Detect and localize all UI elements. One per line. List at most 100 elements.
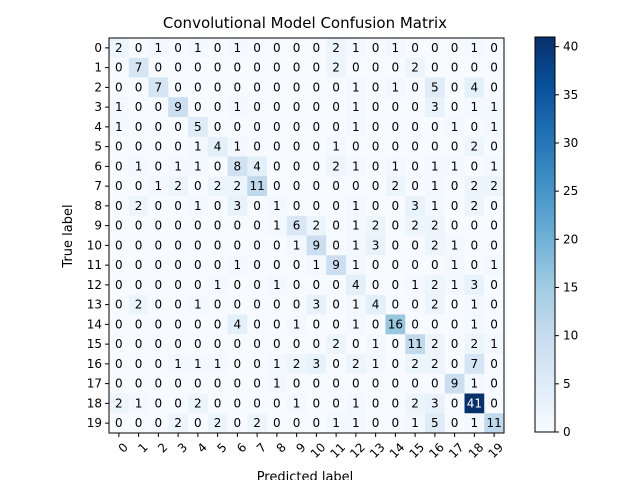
- cell-value-label: 0: [332, 317, 340, 331]
- cell-value-label: 0: [135, 416, 143, 430]
- heatmap-cell: [346, 294, 367, 315]
- cell-value-label: 0: [115, 80, 123, 94]
- heatmap-cell: [484, 117, 505, 138]
- cell-value-label: 0: [431, 317, 439, 331]
- heatmap-cell: [425, 196, 446, 217]
- heatmap-cell: [227, 235, 248, 256]
- heatmap-cell: [405, 136, 426, 157]
- heatmap-cell: [365, 235, 386, 256]
- heatmap-cell: [168, 136, 189, 157]
- heatmap-cell: [207, 255, 228, 276]
- heatmap-cell: [405, 77, 426, 98]
- heatmap-cell: [168, 196, 189, 217]
- heatmap-cell: [365, 117, 386, 138]
- cell-value-label: 0: [273, 179, 281, 193]
- cell-value-label: 0: [313, 377, 321, 391]
- cell-value-label: 0: [490, 199, 498, 213]
- colorbar-tick-label: 0: [563, 425, 571, 439]
- heatmap-cell: [247, 373, 268, 394]
- cell-value-label: 1: [490, 120, 498, 134]
- cell-value-label: 0: [372, 140, 380, 154]
- cell-value-label: 0: [431, 41, 439, 55]
- cell-value-label: 0: [411, 120, 419, 134]
- cell-value-label: 11: [486, 416, 501, 430]
- cell-value-label: 0: [471, 159, 479, 173]
- heatmap-cell: [306, 196, 327, 217]
- cell-value-label: 0: [174, 396, 182, 410]
- heatmap-cell: [306, 235, 327, 256]
- heatmap-cell: [346, 57, 367, 78]
- cell-value-label: 0: [234, 298, 242, 312]
- heatmap-cell: [365, 354, 386, 375]
- heatmap-cell: [207, 275, 228, 296]
- cell-value-label: 0: [194, 317, 202, 331]
- cell-value-label: 0: [372, 159, 380, 173]
- heatmap-cell: [464, 255, 485, 276]
- cell-value-label: 1: [471, 377, 479, 391]
- heatmap-cell: [267, 176, 288, 197]
- colorbar-tick-label: 5: [563, 377, 571, 391]
- heatmap-cell: [109, 176, 130, 197]
- heatmap-cell: [227, 156, 248, 177]
- heatmap-cell: [365, 255, 386, 276]
- cell-value-label: 0: [214, 377, 222, 391]
- cell-value-label: 0: [115, 140, 123, 154]
- cell-value-label: 1: [115, 120, 123, 134]
- heatmap-cell: [326, 373, 347, 394]
- cell-value-label: 2: [214, 416, 222, 430]
- heatmap-cell: [188, 77, 209, 98]
- heatmap-cell: [405, 38, 426, 59]
- heatmap-cell: [168, 176, 189, 197]
- cell-value-label: 0: [135, 140, 143, 154]
- cell-value-label: 0: [214, 298, 222, 312]
- cell-value-label: 0: [313, 140, 321, 154]
- heatmap-cell: [484, 354, 505, 375]
- cell-value-label: 0: [332, 199, 340, 213]
- cell-value-label: 7: [471, 357, 479, 371]
- heatmap-cell: [168, 314, 189, 335]
- heatmap-cell: [207, 38, 228, 59]
- heatmap-cell: [188, 373, 209, 394]
- cell-value-label: 0: [273, 41, 281, 55]
- cell-value-label: 0: [174, 298, 182, 312]
- cell-value-label: 0: [155, 357, 163, 371]
- cell-value-label: 1: [490, 100, 498, 114]
- cell-value-label: 0: [135, 278, 143, 292]
- cell-value-label: 0: [332, 120, 340, 134]
- cell-value-label: 1: [352, 238, 360, 252]
- cell-value-label: 0: [155, 61, 163, 75]
- heatmap-cell: [148, 275, 169, 296]
- cell-value-label: 41: [467, 396, 482, 410]
- cell-value-label: 0: [372, 416, 380, 430]
- heatmap-cell: [425, 117, 446, 138]
- heatmap-cell: [306, 57, 327, 78]
- heatmap-cell: [247, 393, 268, 414]
- y-tick-label: 18: [87, 396, 102, 410]
- cell-value-label: 0: [194, 80, 202, 94]
- x-tick-label: 19: [485, 440, 506, 461]
- cell-value-label: 1: [234, 140, 242, 154]
- cell-value-label: 0: [135, 317, 143, 331]
- cell-value-label: 0: [253, 258, 261, 272]
- cell-value-label: 0: [392, 140, 400, 154]
- y-tick-label: 13: [87, 298, 102, 312]
- heatmap-cell: [326, 136, 347, 157]
- cell-value-label: 0: [451, 416, 459, 430]
- cell-value-label: 3: [234, 199, 242, 213]
- heatmap-cell: [405, 373, 426, 394]
- heatmap-cell: [188, 314, 209, 335]
- heatmap-cell: [425, 393, 446, 414]
- heatmap-cell: [425, 77, 446, 98]
- heatmap-cell: [267, 413, 288, 434]
- cell-value-label: 0: [155, 337, 163, 351]
- heatmap-cell: [128, 38, 149, 59]
- cell-value-label: 0: [253, 140, 261, 154]
- heatmap-cell: [405, 413, 426, 434]
- heatmap-cell: [286, 176, 307, 197]
- heatmap-cell: [168, 117, 189, 138]
- cell-value-label: 0: [431, 140, 439, 154]
- cell-value-label: 0: [352, 179, 360, 193]
- y-tick-label: 4: [94, 120, 102, 134]
- heatmap-cell: [464, 136, 485, 157]
